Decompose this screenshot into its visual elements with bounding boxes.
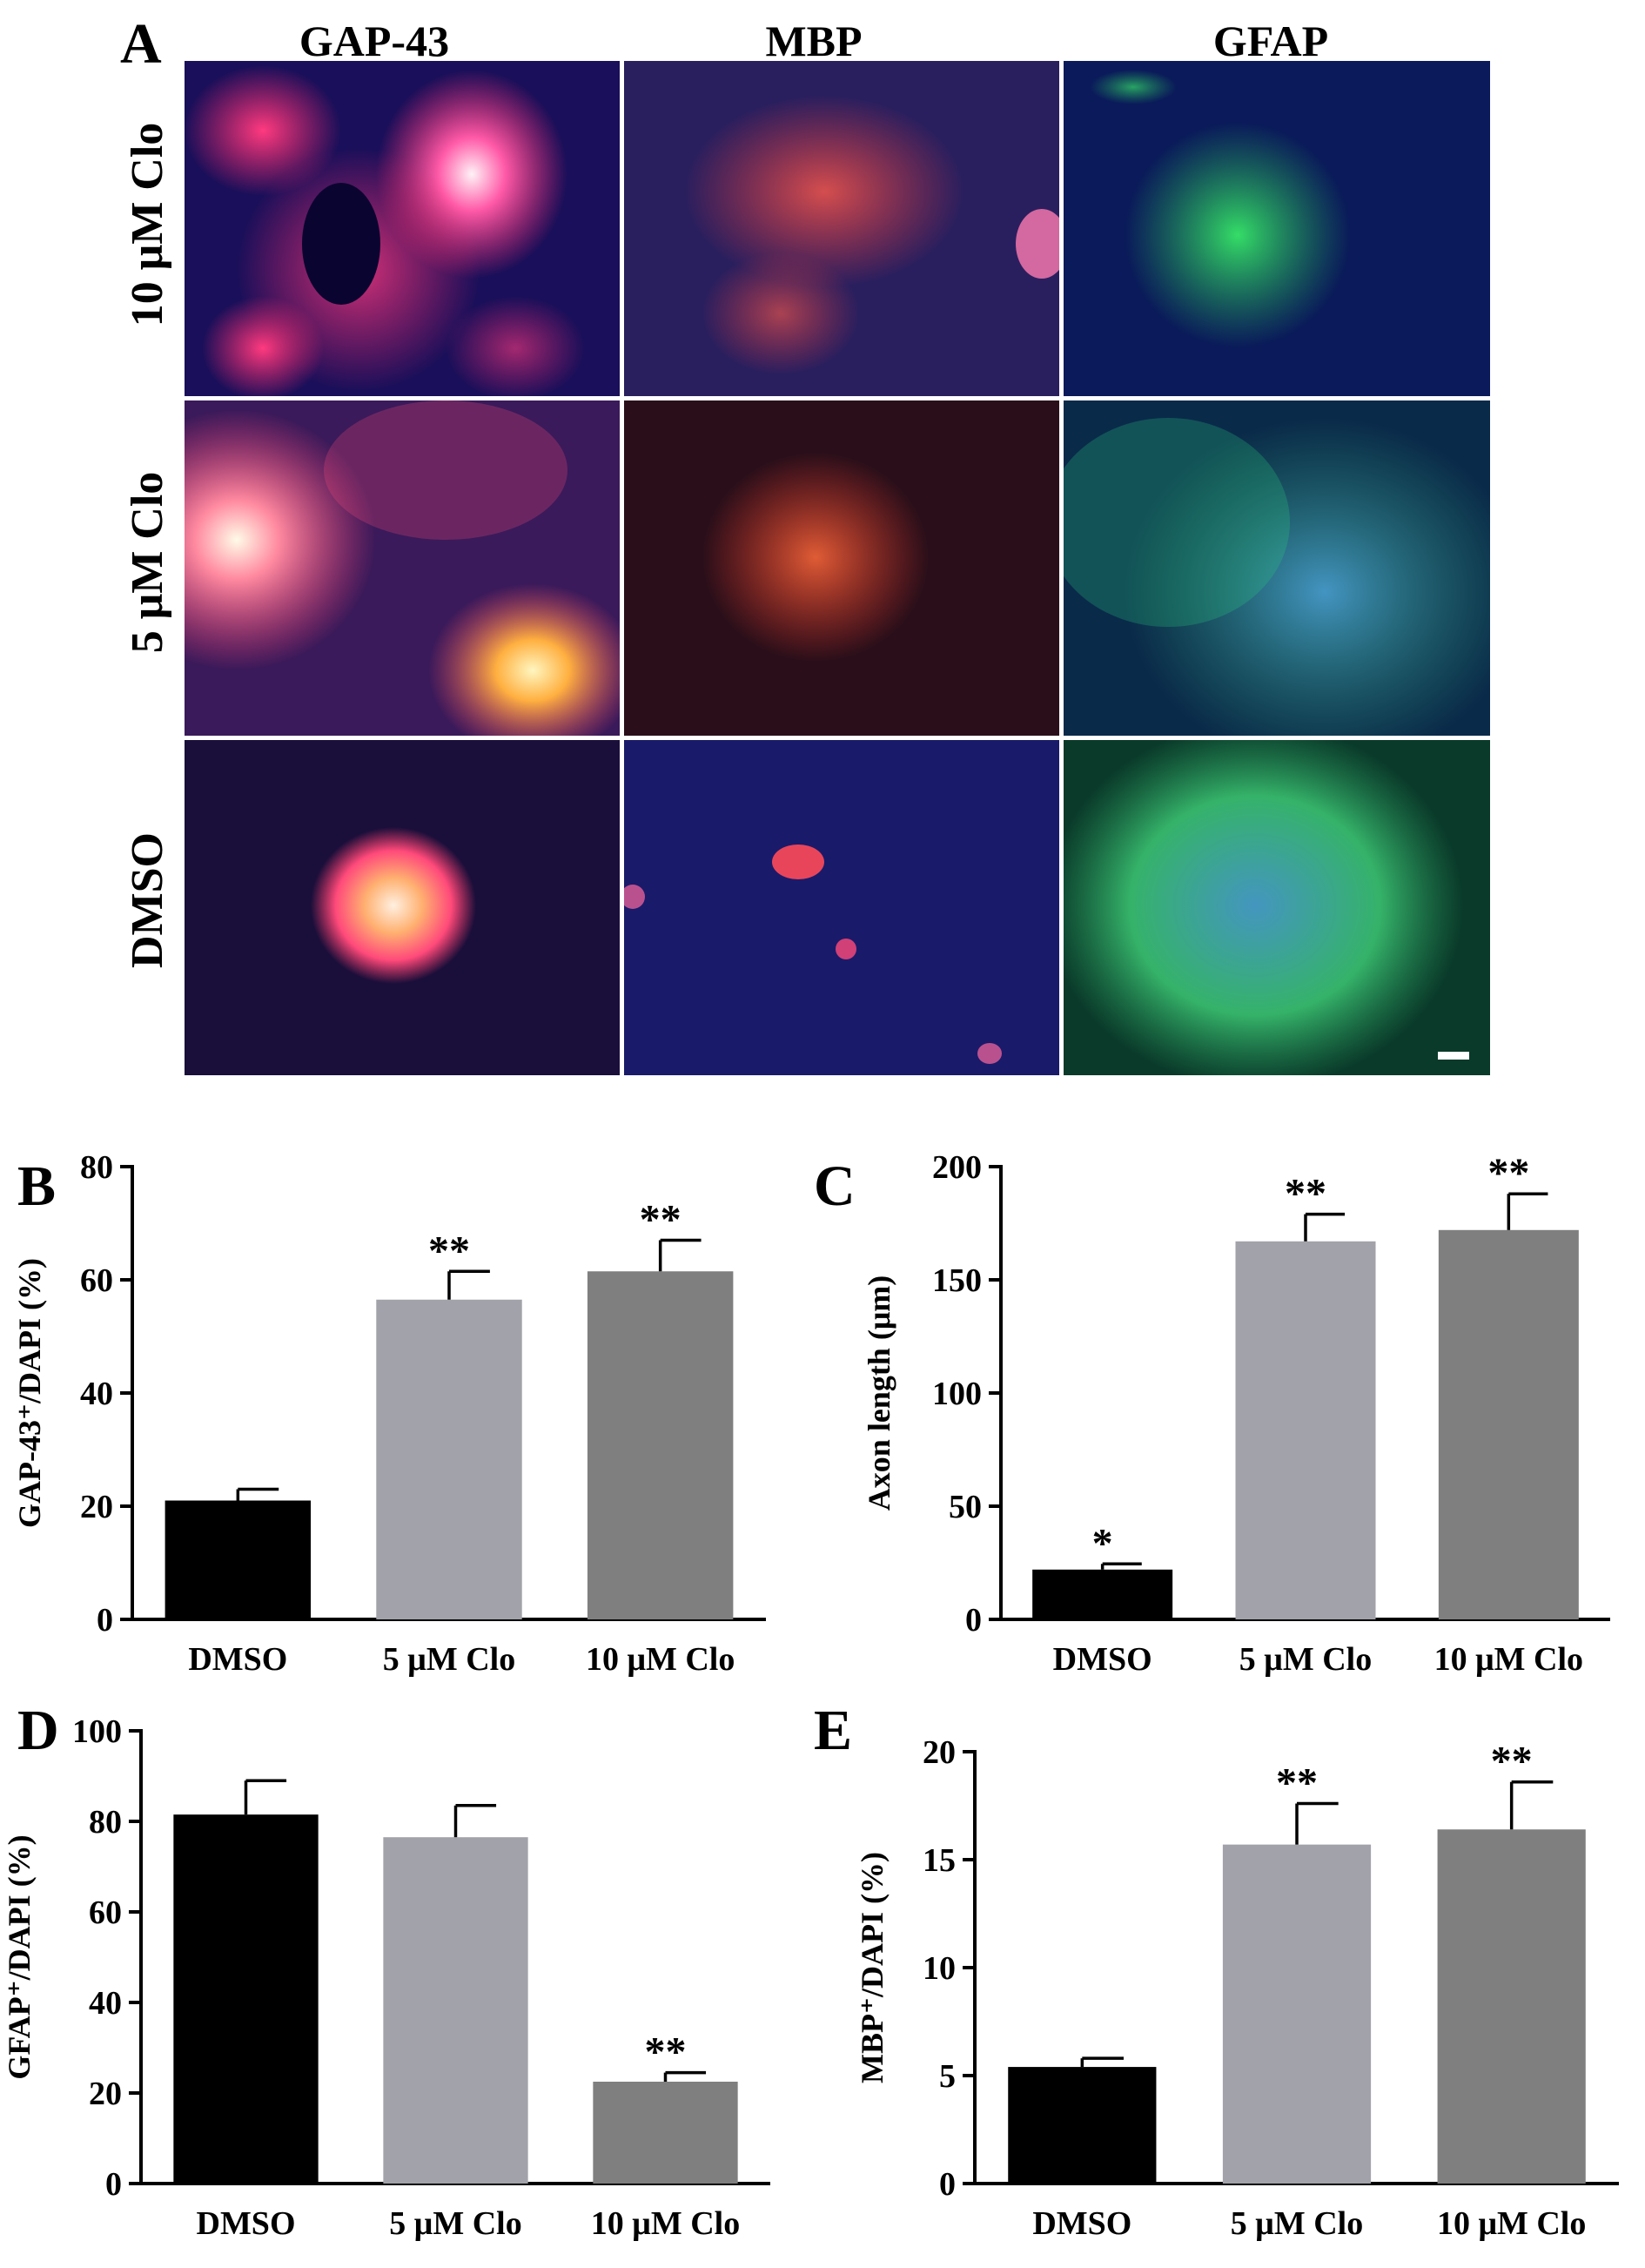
chart-e-ytick-label: 15 xyxy=(923,1842,956,1879)
row-label-10um: 10 μM Clo xyxy=(123,122,172,327)
chart-c-category-label: 10 μM Clo xyxy=(1434,1641,1583,1678)
chart-e: 0 5 10 15 20 MBP⁺/DAPI (%) DMSO ** 5 μM Clo ** 10 … xyxy=(855,1734,1619,2242)
chart-d-ytick-label: 60 xyxy=(89,1894,122,1931)
micrograph-gap43-dmso xyxy=(185,740,620,1075)
chart-c-category-label: DMSO xyxy=(1053,1641,1152,1678)
chart-c-ytick-label: 0 xyxy=(965,1602,982,1639)
chart-e-ylabel: MBP⁺/DAPI (%) xyxy=(855,1852,890,2083)
chart-e-bar xyxy=(1222,1844,1372,2184)
micrograph-mbp-10um xyxy=(624,61,1059,396)
chart-e-ytick-label: 10 xyxy=(923,1950,956,1987)
chart-d-bar xyxy=(593,2082,738,2184)
chart-b-significance: ** xyxy=(640,1197,682,1243)
chart-b-ytick-label: 40 xyxy=(80,1376,113,1412)
scale-bar xyxy=(1438,1052,1469,1060)
chart-b-ylabel: GAP-43⁺/DAPI (%) xyxy=(12,1258,47,1528)
column-label-gap43: GAP-43 xyxy=(299,17,450,65)
chart-b-ytick-label: 60 xyxy=(80,1262,113,1299)
chart-c-ylabel: Axon length (μm) xyxy=(862,1275,896,1511)
chart-c-ytick-label: 150 xyxy=(932,1262,982,1299)
chart-d-bar xyxy=(173,1814,319,2184)
column-label-mbp: MBP xyxy=(765,17,863,65)
chart-b-significance: ** xyxy=(428,1228,470,1274)
chart-e-significance: ** xyxy=(1491,1739,1533,1785)
chart-d-significance: ** xyxy=(645,2029,687,2076)
panel-a-letter: A xyxy=(120,12,162,76)
micrograph-gfap-10um xyxy=(1064,61,1490,396)
chart-e-category-label: 10 μM Clo xyxy=(1437,2205,1586,2242)
chart-b-category-label: 10 μM Clo xyxy=(586,1641,735,1678)
chart-d-category-label: 5 μM Clo xyxy=(389,2205,521,2242)
row-label-dmso: DMSO xyxy=(123,832,172,968)
chart-b-category-label: 5 μM Clo xyxy=(383,1641,515,1678)
chart-c-bar xyxy=(1235,1241,1376,1619)
panel-d-letter: D xyxy=(17,1699,59,1762)
micrograph-gfap-dmso xyxy=(1064,740,1490,1075)
chart-e-category-label: DMSO xyxy=(1032,2205,1131,2242)
micrograph-gap43-10um xyxy=(185,61,620,396)
micrograph-mbp-dmso xyxy=(624,740,1059,1075)
chart-b-ytick-label: 80 xyxy=(80,1149,113,1186)
chart-d-ytick-label: 20 xyxy=(89,2076,122,2112)
chart-d-category-label: 10 μM Clo xyxy=(591,2205,740,2242)
chart-c-significance: ** xyxy=(1487,1150,1529,1196)
chart-d-ytick-label: 100 xyxy=(72,1713,122,1750)
chart-c-significance: * xyxy=(1092,1520,1113,1566)
panel-c-letter: C xyxy=(814,1154,856,1218)
chart-c-bar xyxy=(1438,1229,1579,1619)
chart-b-bar xyxy=(164,1500,312,1619)
chart-e-ytick-label: 0 xyxy=(939,2166,956,2203)
chart-d-category-label: DMSO xyxy=(197,2205,296,2242)
chart-d-ytick-label: 40 xyxy=(89,1985,122,2022)
chart-d: 0 20 40 60 80 100 GFAP⁺/DAPI (%) DMSO 5 μM Clo **… xyxy=(2,1713,770,2242)
chart-c-significance: ** xyxy=(1285,1171,1326,1217)
chart-d-ylabel: GFAP⁺/DAPI (%) xyxy=(2,1834,37,2079)
chart-e-ytick-label: 20 xyxy=(923,1734,956,1771)
column-label-gfap: GFAP xyxy=(1212,17,1329,65)
chart-b: 0 20 40 60 80 GAP-43⁺/DAPI (%) DMSO ** 5 μM Clo *… xyxy=(12,1149,766,1678)
chart-e-bar xyxy=(1008,2067,1157,2184)
panel-e-letter: E xyxy=(814,1699,853,1762)
chart-d-ytick-label: 0 xyxy=(105,2166,122,2203)
chart-c-ytick-label: 200 xyxy=(932,1149,982,1186)
chart-c-bar xyxy=(1032,1569,1173,1619)
chart-c-ytick-label: 100 xyxy=(932,1376,982,1412)
chart-b-category-label: DMSO xyxy=(188,1641,287,1678)
chart-e-significance: ** xyxy=(1276,1760,1318,1807)
chart-e-ytick-label: 5 xyxy=(939,2058,956,2095)
chart-c: 0 50 100 150 200 Axon length (μm) * DMSO ** 5 μM … xyxy=(862,1149,1610,1678)
chart-e-category-label: 5 μM Clo xyxy=(1231,2205,1363,2242)
chart-e-bar xyxy=(1437,1829,1586,2184)
row-label-5um: 5 μM Clo xyxy=(123,471,172,654)
chart-b-bar xyxy=(587,1271,734,1619)
micrograph-mbp-5um xyxy=(624,400,1059,736)
panel-b-letter: B xyxy=(17,1154,57,1218)
chart-b-bar xyxy=(376,1299,522,1619)
chart-b-ytick-label: 0 xyxy=(97,1602,113,1639)
chart-b-ytick-label: 20 xyxy=(80,1489,113,1525)
chart-c-category-label: 5 μM Clo xyxy=(1239,1641,1372,1678)
chart-d-ytick-label: 80 xyxy=(89,1804,122,1841)
micrograph-gap43-5um xyxy=(185,400,620,736)
chart-c-ytick-label: 50 xyxy=(949,1489,982,1525)
chart-d-bar xyxy=(383,1837,528,2184)
micrograph-gfap-5um xyxy=(1064,400,1490,736)
